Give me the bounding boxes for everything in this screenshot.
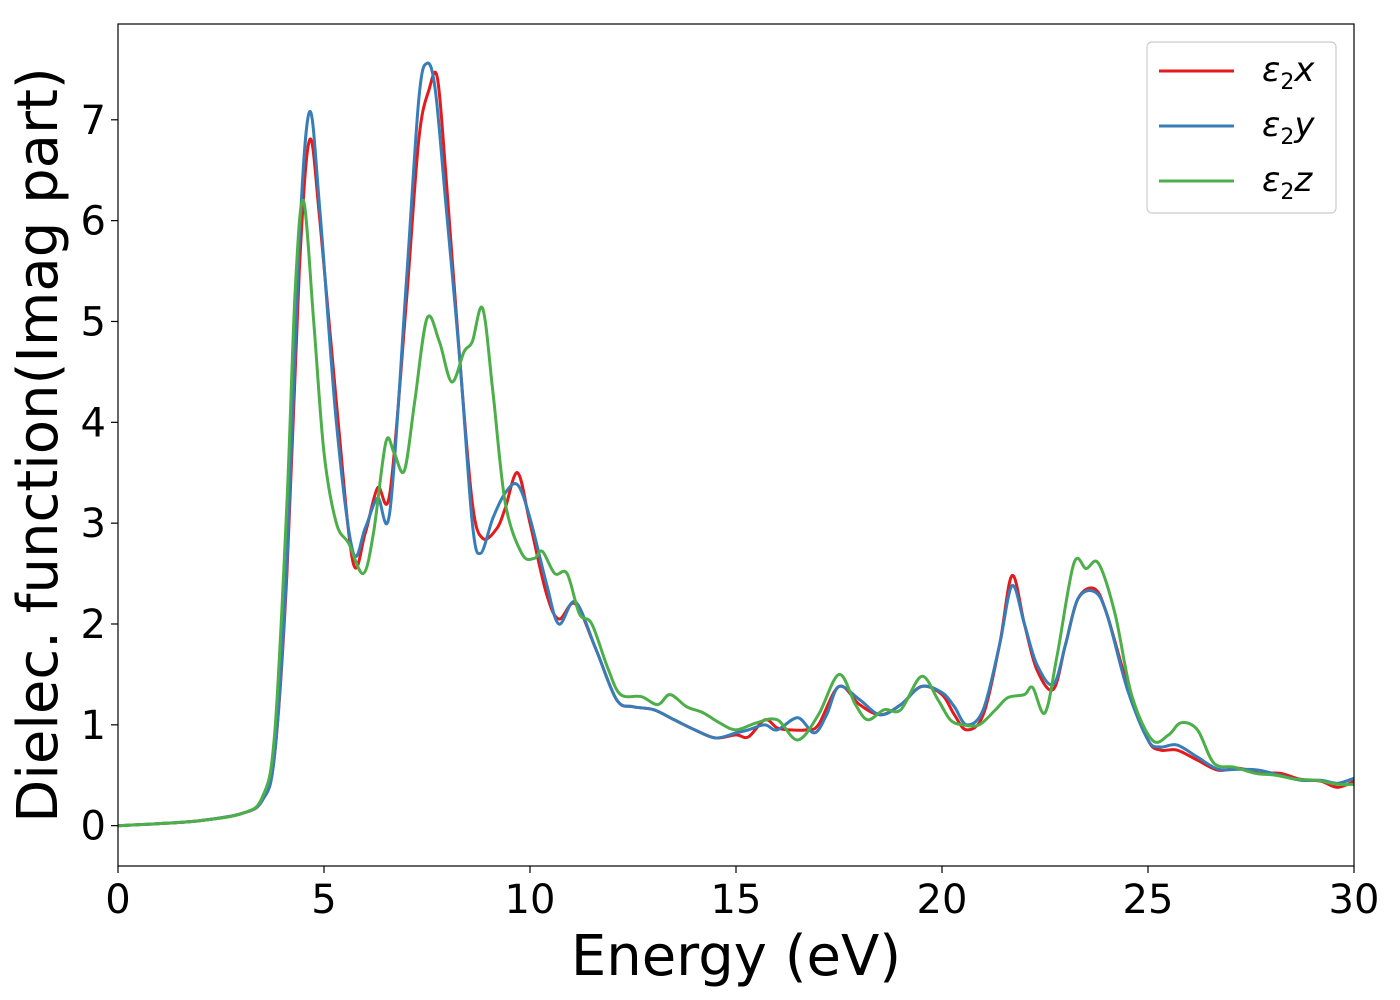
y-tick-label: 5 xyxy=(81,299,106,345)
x-tick-label: 15 xyxy=(711,877,762,923)
y-tick-label: 2 xyxy=(81,602,106,648)
y-tick-label: 7 xyxy=(81,98,106,144)
y-tick-label: 4 xyxy=(81,400,106,446)
x-tick-label: 25 xyxy=(1123,877,1174,923)
legend-label-z: ε2z xyxy=(1262,160,1313,205)
series-layer xyxy=(117,61,1355,828)
x-tick-label: 0 xyxy=(105,877,130,923)
legend-label-y: ε2y xyxy=(1262,105,1315,150)
ticks-layer: 0 5 10 15 20 25 30 0 1 2 3 4 5 6 7 xyxy=(81,98,1380,923)
x-tick-label: 5 xyxy=(311,877,336,923)
y-axis-label: Dielec. function(Imag part) xyxy=(6,67,71,823)
y-tick-label: 1 xyxy=(81,703,106,749)
x-axis-label: Energy (eV) xyxy=(571,924,901,989)
legend-label-x: ε2x xyxy=(1262,50,1315,95)
series-line-y xyxy=(117,61,1355,828)
x-tick-label: 10 xyxy=(505,877,556,923)
series-line-z xyxy=(117,198,1355,828)
x-tick-label: 30 xyxy=(1329,877,1380,923)
y-tick-label: 6 xyxy=(81,199,106,245)
y-tick-label: 3 xyxy=(81,501,106,547)
legend-box xyxy=(1146,41,1337,214)
x-tick-label: 20 xyxy=(917,877,968,923)
legend: ε2x ε2y ε2z xyxy=(1146,41,1337,214)
y-tick-label: 0 xyxy=(81,804,106,850)
